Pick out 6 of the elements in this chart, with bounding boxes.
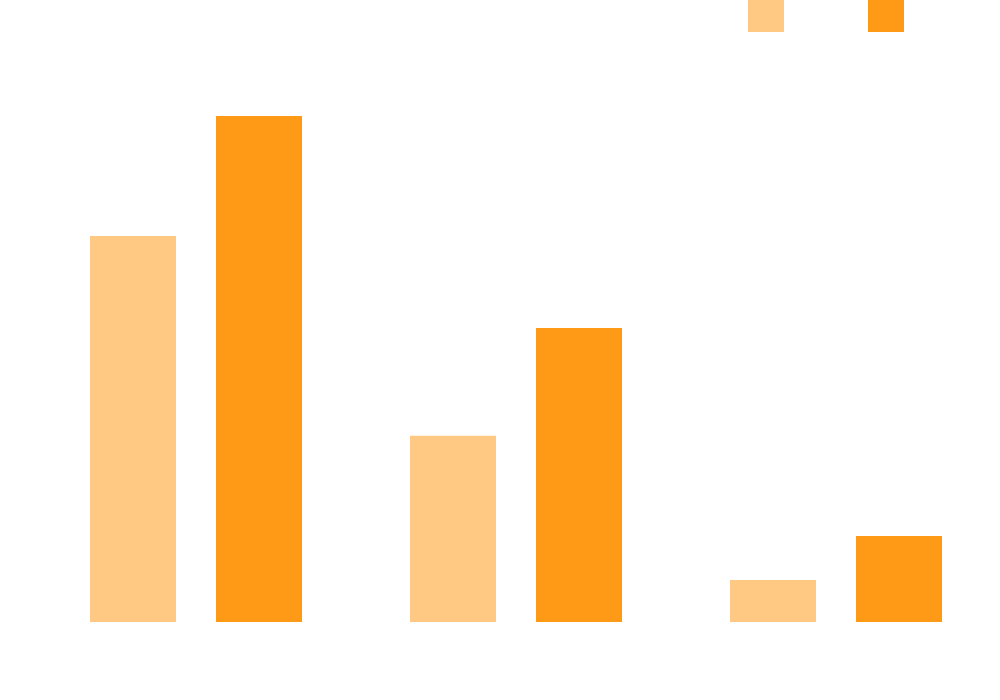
bar [410,435,496,622]
bar [90,235,176,622]
bar [730,580,816,622]
bar [856,535,942,622]
bar [536,328,622,622]
bar [216,116,302,622]
